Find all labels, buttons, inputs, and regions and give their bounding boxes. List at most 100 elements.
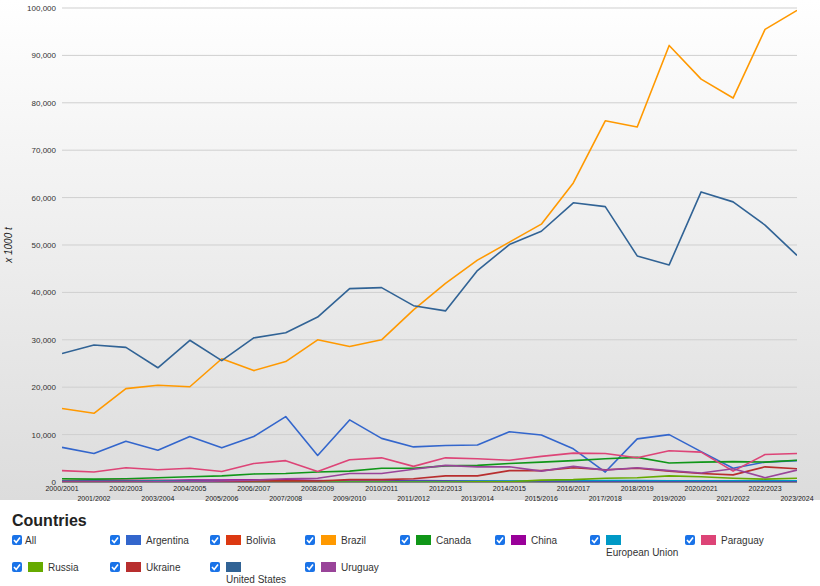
y-tick-label: 70,000 bbox=[32, 146, 57, 155]
x-tick-label: 2002/2003 bbox=[109, 485, 142, 492]
y-tick-label: 40,000 bbox=[32, 288, 57, 297]
checkbox[interactable] bbox=[110, 535, 120, 545]
checkbox[interactable] bbox=[210, 535, 220, 545]
checkmark bbox=[687, 538, 693, 543]
chart: 010,00020,00030,00040,00050,00060,00070,… bbox=[0, 0, 820, 586]
legend-swatch bbox=[321, 562, 336, 572]
y-tick-label: 60,000 bbox=[32, 194, 57, 203]
checkbox[interactable] bbox=[110, 562, 120, 572]
x-tick-label: 2005/2006 bbox=[205, 495, 238, 502]
legend-swatch bbox=[126, 562, 141, 572]
checkbox[interactable] bbox=[305, 535, 315, 545]
checkmark bbox=[14, 538, 20, 543]
series-line bbox=[62, 192, 797, 368]
x-tick-label: 2001/2002 bbox=[77, 495, 110, 502]
grid-line bbox=[62, 434, 797, 435]
legend-label: Russia bbox=[48, 562, 79, 573]
legend-label: Uruguay bbox=[341, 562, 379, 573]
y-tick-label: 50,000 bbox=[32, 241, 57, 250]
legend-label: China bbox=[531, 535, 558, 546]
checkbox[interactable] bbox=[495, 535, 505, 545]
checkmark bbox=[112, 538, 118, 543]
x-tick-label: 2021/2022 bbox=[717, 495, 750, 502]
checkmark bbox=[307, 538, 313, 543]
x-tick-label: 2018/2019 bbox=[621, 485, 654, 492]
x-tick-label: 2003/2004 bbox=[141, 495, 174, 502]
legend-title: Countries bbox=[12, 512, 87, 529]
legend-swatch bbox=[226, 562, 241, 572]
x-tick-label: 2023/2024 bbox=[780, 495, 813, 502]
y-tick-label: 20,000 bbox=[32, 383, 57, 392]
y-axis-title: x 1000 t bbox=[3, 226, 14, 264]
y-tick-label: 100,000 bbox=[27, 4, 56, 13]
legend-swatch bbox=[226, 535, 241, 545]
x-tick-label: 2016/2017 bbox=[557, 485, 590, 492]
checkmark bbox=[212, 565, 218, 570]
legend-label: Canada bbox=[436, 535, 471, 546]
y-tick-label: 90,000 bbox=[32, 51, 57, 60]
grid-line bbox=[62, 197, 797, 198]
grid-line bbox=[62, 102, 797, 103]
legend-swatch bbox=[28, 562, 43, 572]
checkmark bbox=[402, 538, 408, 543]
series-line bbox=[62, 417, 797, 472]
checkbox[interactable] bbox=[12, 535, 22, 545]
series-line bbox=[62, 467, 797, 482]
grid-line bbox=[62, 387, 797, 388]
x-tick-label: 2009/2010 bbox=[333, 495, 366, 502]
checkmark bbox=[212, 538, 218, 543]
y-tick-label: 30,000 bbox=[32, 336, 57, 345]
x-tick-label: 2014/2015 bbox=[493, 485, 526, 492]
checkmark bbox=[307, 565, 313, 570]
checkbox[interactable] bbox=[400, 535, 410, 545]
lines bbox=[62, 10, 797, 482]
x-tick-label: 2007/2008 bbox=[269, 495, 302, 502]
x-tick-label: 2011/2012 bbox=[397, 495, 430, 502]
legend-swatch bbox=[606, 535, 621, 545]
x-tick-label: 2004/2005 bbox=[173, 485, 206, 492]
x-tick-label: 2006/2007 bbox=[237, 485, 270, 492]
background bbox=[0, 0, 820, 500]
x-tick-label: 2012/2013 bbox=[429, 485, 462, 492]
legend-swatch bbox=[416, 535, 431, 545]
legend-label: Bolivia bbox=[246, 535, 276, 546]
checkbox[interactable] bbox=[12, 562, 22, 572]
legend-label: All bbox=[25, 535, 36, 546]
grid-line bbox=[62, 292, 797, 293]
legend-label: Ukraine bbox=[146, 562, 181, 573]
grid-line bbox=[62, 8, 797, 9]
legend-swatch bbox=[321, 535, 336, 545]
x-tick-label: 2010/2011 bbox=[365, 485, 398, 492]
grid-line bbox=[62, 55, 797, 56]
grid-line bbox=[62, 150, 797, 151]
checkmark bbox=[592, 538, 598, 543]
x-tick-label: 2000/2001 bbox=[45, 485, 78, 492]
legend-label: United States bbox=[226, 574, 286, 585]
y-tick-label: 10,000 bbox=[32, 431, 57, 440]
checkbox[interactable] bbox=[685, 535, 695, 545]
x-tick-label: 2020/2021 bbox=[685, 485, 718, 492]
x-tick-label: 2022/2023 bbox=[748, 485, 781, 492]
checkbox[interactable] bbox=[590, 535, 600, 545]
legend-label: European Union bbox=[606, 547, 678, 558]
legend-label: Brazil bbox=[341, 535, 366, 546]
grid-line bbox=[62, 245, 797, 246]
checkbox[interactable] bbox=[305, 562, 315, 572]
legend-swatch bbox=[126, 535, 141, 545]
x-tick-label: 2015/2016 bbox=[525, 495, 558, 502]
y-tick-label: 80,000 bbox=[32, 99, 57, 108]
checkmark bbox=[14, 565, 20, 570]
checkmark bbox=[497, 538, 503, 543]
series-line bbox=[62, 451, 797, 472]
series-line bbox=[62, 465, 797, 482]
legend-swatch bbox=[511, 535, 526, 545]
legend-label: Paraguay bbox=[721, 535, 764, 546]
checkbox[interactable] bbox=[210, 562, 220, 572]
x-tick-label: 2019/2020 bbox=[653, 495, 686, 502]
x-tick-label: 2017/2018 bbox=[589, 495, 622, 502]
checkmark bbox=[112, 565, 118, 570]
series-line bbox=[62, 10, 797, 413]
legend-swatch bbox=[701, 535, 716, 545]
grid-line bbox=[62, 339, 797, 340]
x-tick-label: 2008/2009 bbox=[301, 485, 334, 492]
